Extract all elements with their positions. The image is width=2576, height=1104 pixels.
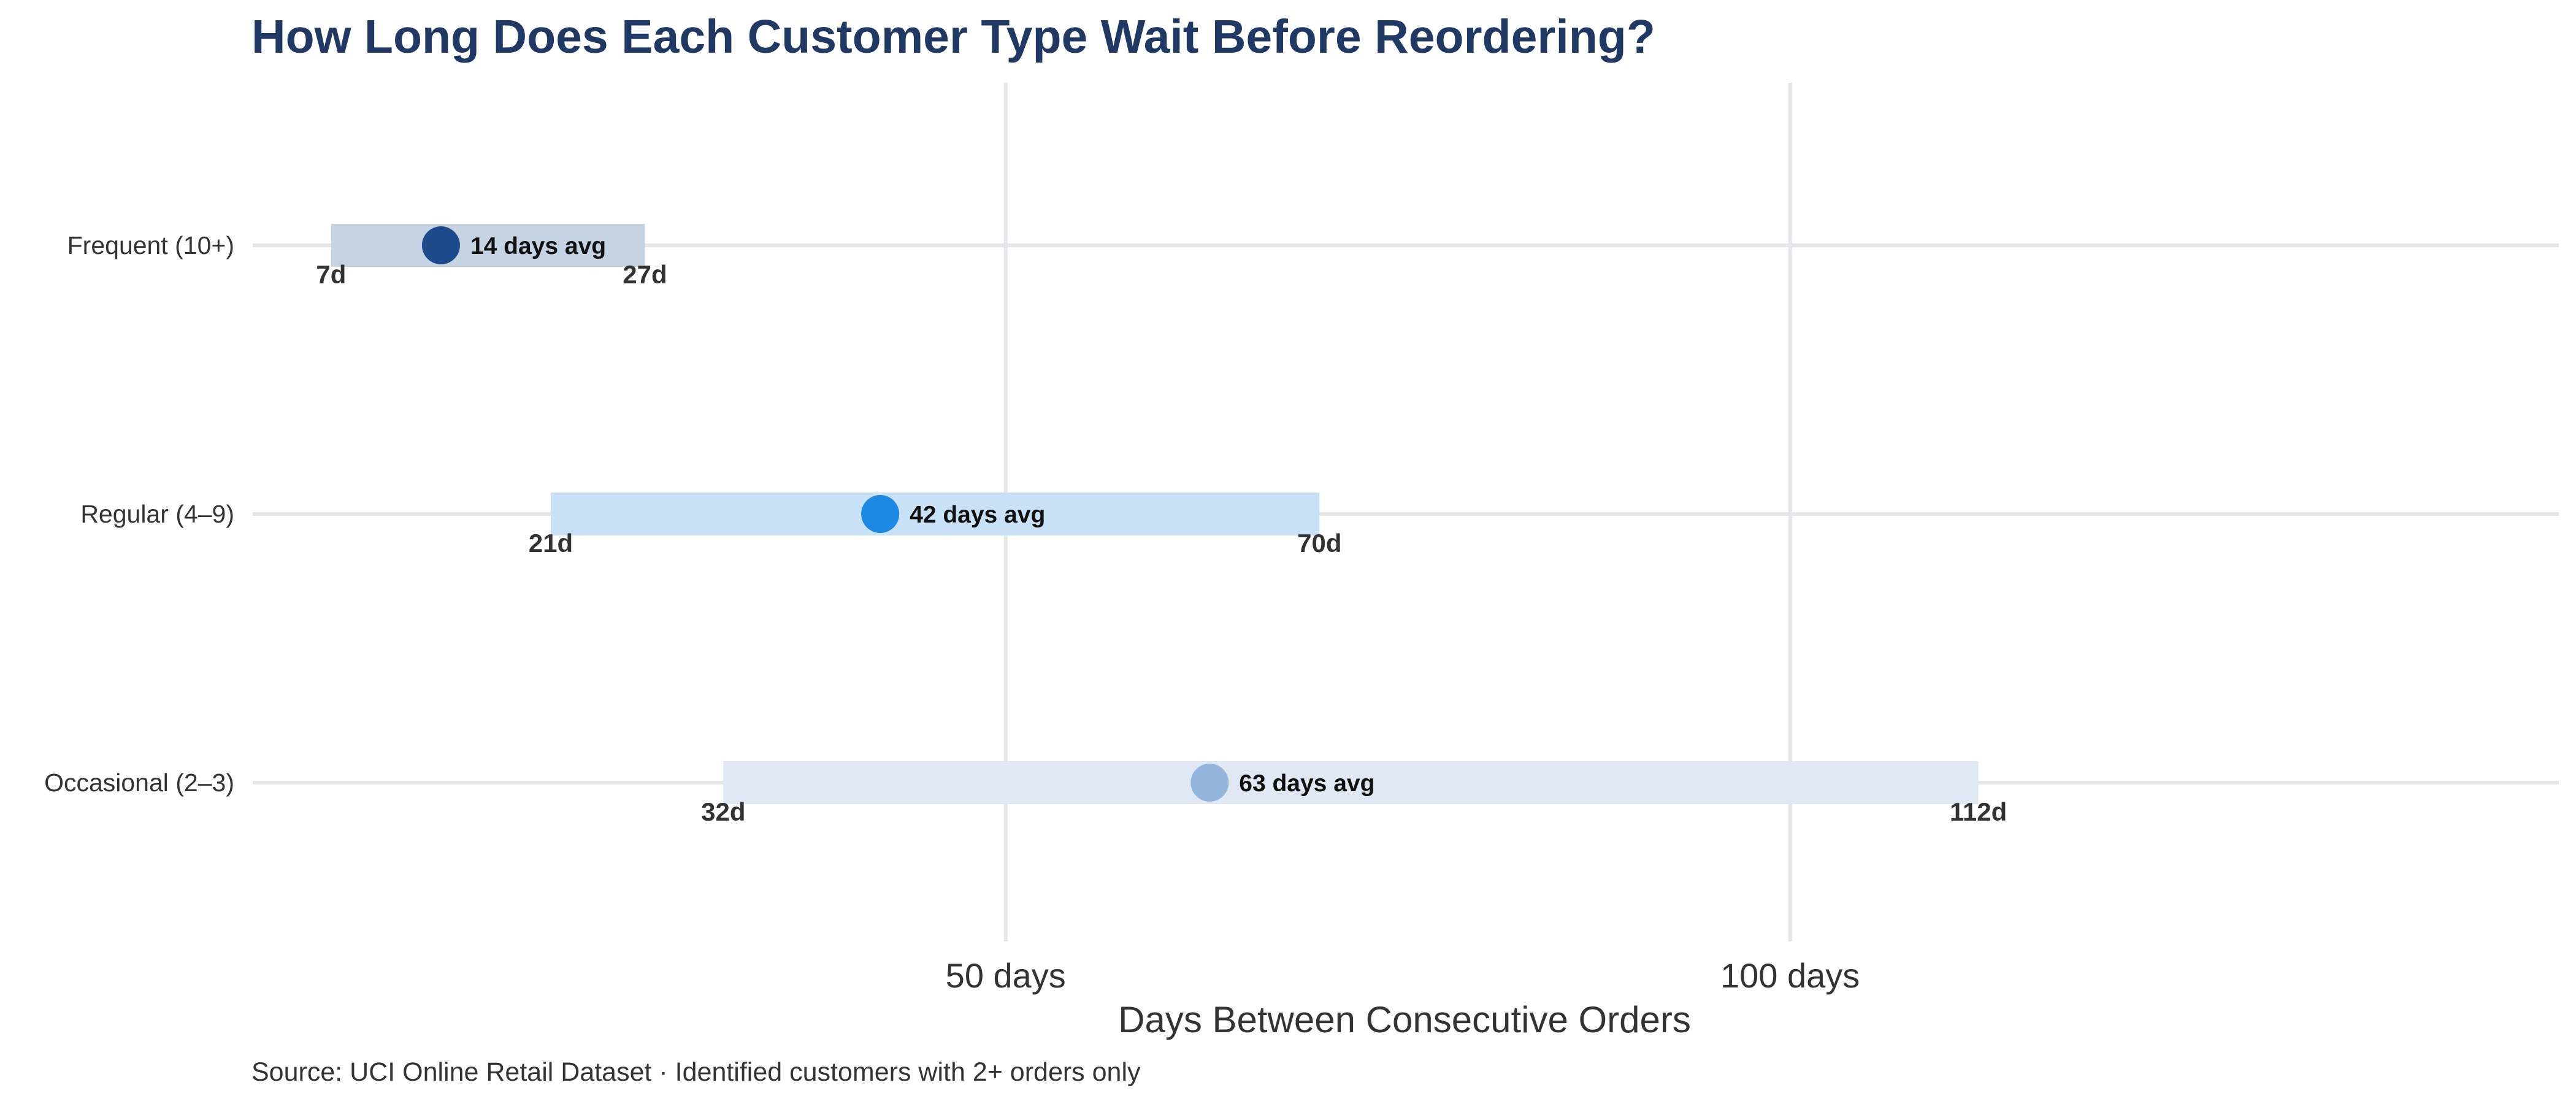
range-low-label: 32d [701, 797, 745, 826]
x-tick-label: 100 days [1720, 956, 1860, 995]
range-low-label: 21d [529, 529, 573, 558]
x-tick-label: 50 days [946, 956, 1066, 995]
category-label: Regular (4–9) [80, 500, 234, 528]
range-high-label: 70d [1297, 529, 1341, 558]
range-high-label: 27d [623, 260, 667, 289]
avg-dot [421, 226, 460, 264]
range-high-label: 112d [1950, 797, 2007, 826]
source-caption: Source: UCI Online Retail Dataset · Iden… [251, 1057, 1141, 1087]
range-bar [331, 224, 645, 267]
avg-dot [861, 495, 900, 533]
avg-label: 14 days avg [470, 233, 606, 259]
category-label: Occasional (2–3) [44, 769, 234, 797]
avg-label: 42 days avg [910, 502, 1045, 528]
chart-marks: Frequent (10+) Regular (4–9) Occasional (2… [44, 224, 2007, 826]
avg-dot [1190, 764, 1229, 802]
x-axis: 50 days 100 days [946, 956, 1860, 995]
x-axis-title: Days Between Consecutive Orders [1118, 999, 1691, 1040]
chart-title: How Long Does Each Customer Type Wait Be… [251, 10, 1655, 63]
category-label: Frequent (10+) [67, 231, 234, 259]
range-low-label: 7d [316, 260, 346, 289]
range-bar [723, 761, 1979, 804]
range-bar [550, 493, 1320, 535]
avg-label: 63 days avg [1239, 770, 1374, 797]
